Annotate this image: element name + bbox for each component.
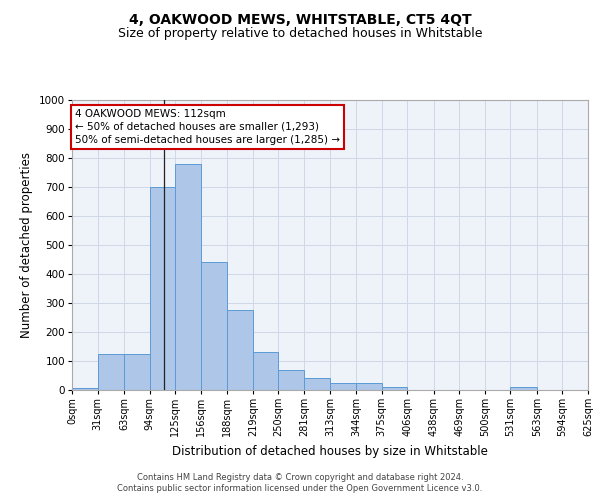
Text: Size of property relative to detached houses in Whitstable: Size of property relative to detached ho… [118,28,482,40]
Bar [382,386,407,390]
Bar [124,354,149,390]
Bar [98,354,124,390]
Bar [356,383,382,390]
Bar [304,378,331,390]
Text: Contains public sector information licensed under the Open Government Licence v3: Contains public sector information licen… [118,484,482,493]
Bar [331,383,356,390]
Bar [175,164,201,390]
Bar [278,370,304,390]
Bar [253,352,278,390]
Bar [227,310,253,390]
Text: 4, OAKWOOD MEWS, WHITSTABLE, CT5 4QT: 4, OAKWOOD MEWS, WHITSTABLE, CT5 4QT [128,12,472,26]
Bar [201,262,227,390]
Bar [149,187,175,390]
Bar [72,388,98,390]
Text: Contains HM Land Registry data © Crown copyright and database right 2024.: Contains HM Land Registry data © Crown c… [137,472,463,482]
Bar [511,387,537,390]
X-axis label: Distribution of detached houses by size in Whitstable: Distribution of detached houses by size … [172,444,488,458]
Text: 4 OAKWOOD MEWS: 112sqm
← 50% of detached houses are smaller (1,293)
50% of semi-: 4 OAKWOOD MEWS: 112sqm ← 50% of detached… [76,108,340,145]
Y-axis label: Number of detached properties: Number of detached properties [20,152,34,338]
